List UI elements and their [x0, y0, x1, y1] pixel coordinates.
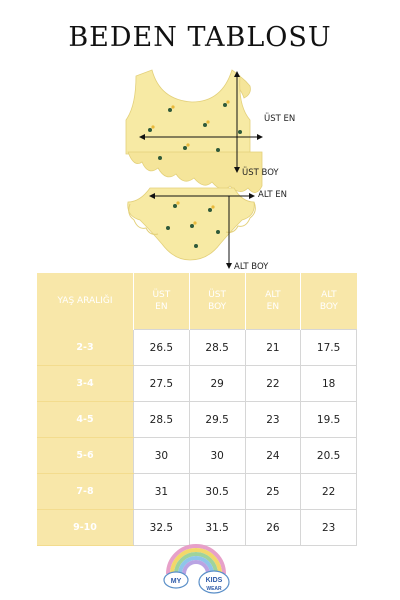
table-row: 3-4 27.5 29 22 18 — [37, 365, 357, 402]
value-cell: 30.5 — [188, 473, 246, 510]
label-alt-boy: ALT BOY — [234, 262, 269, 272]
table-row: 5-6 30 30 24 20.5 — [37, 437, 357, 474]
age-cell: 7-8 — [37, 473, 134, 510]
value-cell: 31.5 — [188, 509, 246, 546]
value-cell: 26.5 — [133, 329, 190, 366]
table-row: 4-5 28.5 29.5 23 19.5 — [37, 401, 357, 438]
value-cell: 20.5 — [300, 437, 357, 474]
my-kids-wear-logo: MY KIDS WEAR — [163, 544, 230, 594]
value-cell: 28.5 — [133, 401, 190, 438]
swim-top — [125, 69, 263, 193]
value-cell: 17.5 — [300, 329, 357, 366]
header-alt-en: ALT EN — [244, 273, 301, 330]
label-ust-boy: ÜST BOY — [242, 168, 279, 178]
value-cell: 24 — [244, 437, 302, 474]
value-cell: 30 — [133, 437, 190, 474]
age-cell: 5-6 — [37, 437, 134, 474]
label-alt-en: ALT EN — [258, 190, 288, 200]
logo-word-wear: WEAR — [206, 586, 222, 592]
logo-word-kids: KIDS — [206, 577, 223, 584]
value-cell: 30 — [188, 437, 246, 474]
logo-word-my: MY — [171, 578, 182, 585]
age-cell: 2-3 — [37, 329, 134, 366]
value-cell: 31 — [133, 473, 190, 510]
value-cell: 25 — [244, 473, 302, 510]
table-row: 2-3 26.5 28.5 21 17.5 — [37, 329, 357, 366]
table-row: 7-8 31 30.5 25 22 — [37, 473, 357, 510]
value-cell: 23 — [300, 509, 357, 546]
label-ust-en: ÜST EN — [264, 114, 296, 124]
header-age-range: YAŞ ARALIĞI — [37, 273, 134, 330]
page-title: BEDEN TABLOSU — [68, 22, 332, 53]
value-cell: 23 — [244, 401, 302, 438]
size-table: YAŞ ARALIĞI ÜST EN ÜST BOY ALT EN ALT BOY 2-… — [37, 273, 357, 546]
table-header-row: YAŞ ARALIĞI ÜST EN ÜST BOY ALT EN ALT BOY — [37, 273, 357, 330]
age-cell: 4-5 — [37, 401, 134, 438]
value-cell: 18 — [300, 365, 357, 402]
value-cell: 29.5 — [188, 401, 246, 438]
value-cell: 28.5 — [188, 329, 246, 366]
value-cell: 29 — [188, 365, 246, 402]
value-cell: 32.5 — [133, 509, 190, 546]
age-cell: 3-4 — [37, 365, 134, 402]
swim-bottom — [127, 187, 256, 261]
age-cell: 9-10 — [37, 509, 134, 546]
value-cell: 19.5 — [300, 401, 357, 438]
value-cell: 26 — [244, 509, 302, 546]
value-cell: 22 — [244, 365, 302, 402]
header-alt-boy: ALT BOY — [300, 273, 357, 330]
table-row: 9-10 32.5 31.5 26 23 — [37, 509, 357, 546]
header-ust-en: ÜST EN — [133, 273, 190, 330]
value-cell: 21 — [244, 329, 302, 366]
header-ust-boy: ÜST BOY — [188, 273, 245, 330]
value-cell: 22 — [300, 473, 357, 510]
value-cell: 27.5 — [133, 365, 190, 402]
swimsuit-illustration — [125, 69, 263, 269]
